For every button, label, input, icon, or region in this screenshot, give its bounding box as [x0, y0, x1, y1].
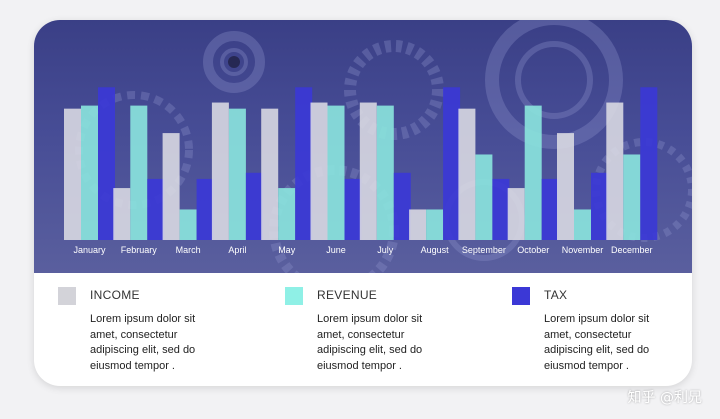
bar-income-april — [211, 102, 229, 240]
bar-income-may — [261, 108, 279, 241]
bar-revenue-january — [81, 105, 98, 240]
chart-card: January February March April May June July Augu… — [34, 20, 692, 386]
x-tick-label: December — [611, 245, 653, 255]
bar-revenue-july — [376, 105, 394, 240]
bar-chart: January February March April May June July Augu… — [64, 87, 658, 255]
x-tick-label: February — [121, 245, 158, 255]
x-tick-label: August — [421, 245, 450, 255]
x-tick-label: September — [462, 245, 506, 255]
bar-tax-november — [591, 172, 608, 240]
bar-revenue-june — [327, 105, 345, 240]
x-tick-label: July — [377, 245, 394, 255]
bar-tax-may — [295, 87, 313, 240]
bar-revenue-april — [228, 108, 246, 241]
bar-tax-march — [196, 178, 214, 240]
bar-income-november — [557, 133, 574, 240]
bar-revenue-december — [623, 154, 641, 240]
bar-tax-june — [344, 178, 362, 240]
bar-tax-august — [443, 87, 461, 240]
watermark: 知乎 @利兄 — [627, 390, 702, 406]
bar-income-june — [310, 102, 328, 240]
bar-tax-july — [393, 172, 411, 240]
bar-revenue-october — [524, 105, 542, 240]
bar-income-december — [606, 102, 624, 240]
bar-tax-december — [640, 87, 658, 240]
tax-swatch — [512, 287, 530, 305]
x-tick-label: June — [326, 245, 346, 255]
bar-income-august — [409, 209, 427, 240]
bar-income-october — [507, 188, 525, 240]
bar-tax-february — [147, 178, 165, 240]
x-tick-label: April — [228, 245, 246, 255]
x-tick-label: October — [517, 245, 549, 255]
income-swatch — [58, 287, 76, 305]
revenue-swatch — [285, 287, 303, 305]
chart-area: January February March April May June July Augu… — [34, 20, 692, 273]
legend-label-income: INCOME — [90, 288, 140, 302]
bar-income-september — [458, 108, 476, 241]
bar-revenue-november — [574, 209, 591, 240]
x-tick-label: March — [176, 245, 201, 255]
legend-label-tax: TAX — [544, 288, 568, 302]
legend-text-income: Lorem ipsum dolor sit amet, consectetur … — [90, 313, 196, 372]
bar-income-february — [113, 188, 131, 240]
bar-tax-september — [492, 178, 510, 240]
legend-text-revenue: Lorem ipsum dolor sit amet, consectetur … — [317, 313, 423, 372]
bar-tax-april — [245, 172, 263, 240]
x-tick-label: November — [562, 245, 604, 255]
bar-revenue-february — [130, 105, 148, 240]
bar-revenue-may — [278, 188, 296, 240]
bar-income-march — [162, 133, 180, 240]
x-tick-label: January — [73, 245, 106, 255]
bar-tax-january — [98, 87, 115, 240]
bar-tax-october — [541, 178, 559, 240]
bar-revenue-september — [475, 154, 493, 240]
legend: INCOME Lorem ipsum dolor sit amet, conse… — [34, 273, 692, 386]
bar-revenue-august — [426, 209, 444, 240]
bar-income-july — [359, 102, 377, 240]
bar-income-january — [64, 108, 81, 241]
legend-text-tax: Lorem ipsum dolor sit amet, consectetur … — [544, 313, 650, 372]
bar-revenue-march — [179, 209, 197, 240]
legend-label-revenue: REVENUE — [317, 288, 378, 302]
x-tick-label: May — [278, 245, 296, 255]
